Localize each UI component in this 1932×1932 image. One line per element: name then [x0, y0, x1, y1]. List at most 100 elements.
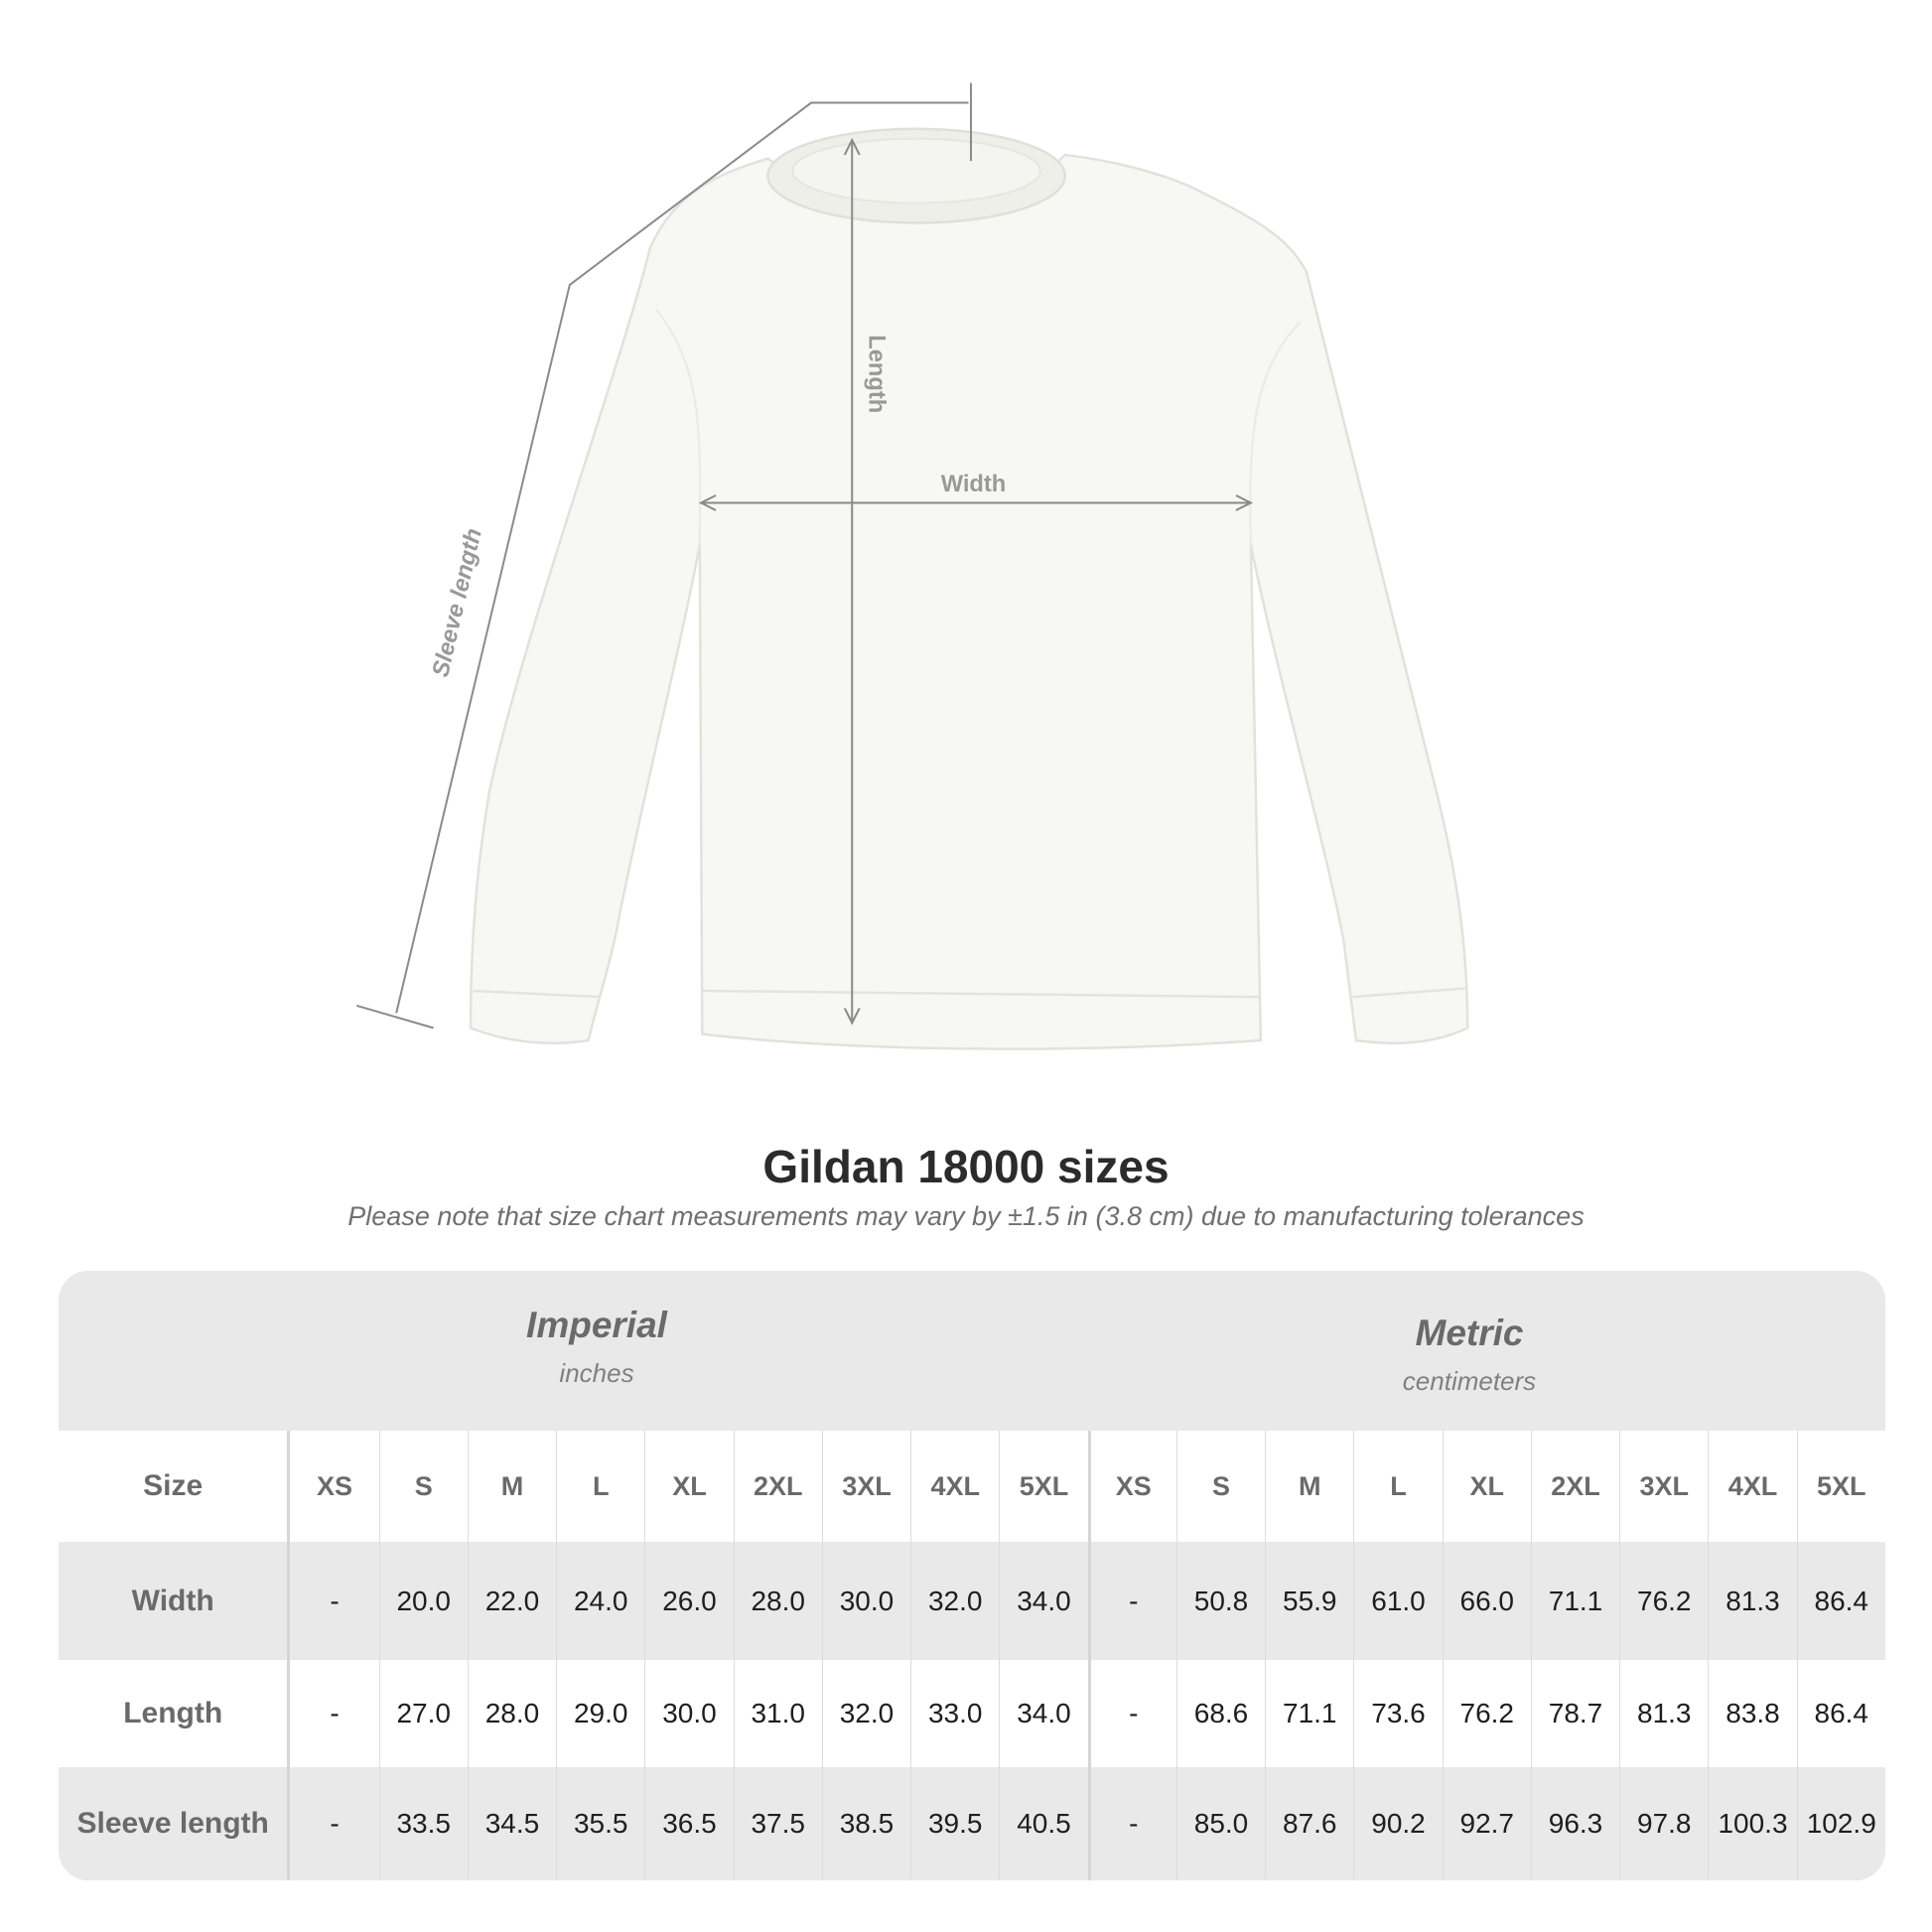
imperial-unit: inches [559, 1358, 634, 1388]
imperial-value: 34.5 [467, 1767, 556, 1880]
imperial-value: 30.0 [821, 1542, 910, 1660]
metric-value: 92.7 [1442, 1767, 1531, 1880]
metric-size-header: XL [1442, 1431, 1531, 1542]
imperial-value: 28.0 [467, 1660, 556, 1767]
size-table: Imperial inches Metric centimeters Size X… [59, 1271, 1885, 1880]
imperial-value: 31.0 [733, 1660, 822, 1767]
sleeve-tick-bottom [355, 1004, 434, 1030]
imperial-size-header: 5XL [999, 1431, 1087, 1542]
imperial-value: 30.0 [644, 1660, 733, 1767]
size-header-row: Size XS S M L XL 2XL 3XL 4XL 5XL XS S M L XL 2XL 3XL 4XL 5… [59, 1431, 1885, 1542]
imperial-value: 40.5 [999, 1767, 1087, 1880]
imperial-value: - [330, 1585, 340, 1616]
metric-size-header: 5XL [1796, 1431, 1885, 1542]
row-label: Width [59, 1542, 291, 1660]
imperial-header: Imperial inches [299, 1305, 895, 1389]
metric-value: - [1087, 1542, 1176, 1660]
metric-label: Metric [1415, 1312, 1524, 1353]
metric-value: 83.8 [1708, 1660, 1796, 1767]
imperial-value: 22.0 [467, 1542, 556, 1660]
metric-value: 76.2 [1442, 1660, 1531, 1767]
imperial-value: 33.5 [378, 1767, 468, 1880]
metric-value: 73.6 [1353, 1660, 1442, 1767]
imperial-value: 28.0 [733, 1542, 822, 1660]
length-arrow-bottom [843, 1007, 861, 1026]
metric-value: 61.0 [1353, 1542, 1442, 1660]
imperial-value: 37.5 [733, 1767, 822, 1880]
width-arrow-left [698, 494, 717, 511]
imperial-size-header: XL [644, 1431, 733, 1542]
metric-size-header: S [1175, 1431, 1265, 1542]
metric-value: - [1087, 1660, 1176, 1767]
metric-value: 86.4 [1796, 1542, 1885, 1660]
imperial-size-header: 4XL [910, 1431, 999, 1542]
sleeve-length-label: Sleeve length [428, 526, 487, 680]
metric-value: 85.0 [1175, 1767, 1265, 1880]
imperial-value: 24.0 [556, 1542, 644, 1660]
metric-value: 71.1 [1265, 1660, 1353, 1767]
imperial-value: 20.0 [378, 1542, 468, 1660]
imperial-value: 27.0 [378, 1660, 468, 1767]
metric-value: 90.2 [1353, 1767, 1442, 1880]
table-row: Length -27.0 28.0 29.0 30.0 31.0 32.0 33.0 34.0-… [59, 1660, 1885, 1767]
page-title: Gildan 18000 sizes [762, 1141, 1170, 1192]
imperial-value: 35.5 [556, 1767, 644, 1880]
metric-size-header: 4XL [1708, 1431, 1796, 1542]
metric-value: 87.6 [1265, 1767, 1353, 1880]
imperial-value: 26.0 [644, 1542, 733, 1660]
imperial-value: 32.0 [821, 1660, 910, 1767]
width-label: Width [941, 472, 1007, 497]
metric-value: 81.3 [1708, 1542, 1796, 1660]
metric-value: 102.9 [1796, 1767, 1885, 1880]
metric-size-header: L [1353, 1431, 1442, 1542]
row-label: Length [59, 1660, 291, 1767]
imperial-value: 38.5 [821, 1767, 910, 1880]
width-arrow-right [1235, 494, 1254, 511]
imperial-value: 34.0 [999, 1660, 1087, 1767]
imperial-value: 39.5 [910, 1767, 999, 1880]
metric-value: 71.1 [1530, 1542, 1619, 1660]
metric-value: 76.2 [1619, 1542, 1708, 1660]
imperial-value: 29.0 [556, 1660, 644, 1767]
length-label: Length [864, 335, 890, 413]
metric-value: - [1087, 1767, 1176, 1880]
metric-value: 100.3 [1708, 1767, 1796, 1880]
table-row: Sleeve length - 33.5 34.5 35.5 36.5 37.5 38.5 39… [59, 1767, 1885, 1880]
imperial-size-header: 3XL [821, 1431, 910, 1542]
metric-size-header: M [1265, 1431, 1353, 1542]
imperial-value: 34.0 [999, 1542, 1087, 1660]
imperial-value: 32.0 [910, 1542, 999, 1660]
metric-header: Metric centimeters [1172, 1312, 1767, 1397]
imperial-value: - [330, 1808, 340, 1839]
metric-value: 97.8 [1619, 1767, 1708, 1880]
imperial-size-header: S [378, 1431, 468, 1542]
metric-value: 78.7 [1530, 1660, 1619, 1767]
metric-size-header: 2XL [1530, 1431, 1619, 1542]
metric-value: 50.8 [1175, 1542, 1265, 1660]
imperial-size-header: XS [316, 1470, 352, 1501]
table-row: Width -20.0 22.0 24.0 26.0 28.0 30.0 32.0 34.0-5… [59, 1542, 1885, 1660]
metric-value: 68.6 [1175, 1660, 1265, 1767]
metric-value: 86.4 [1796, 1660, 1885, 1767]
imperial-value: 36.5 [644, 1767, 733, 1880]
metric-size-header: 3XL [1619, 1431, 1708, 1542]
metric-size-header: XS [1087, 1431, 1176, 1542]
sweatshirt-image [469, 127, 1469, 1050]
imperial-value: - [330, 1698, 340, 1728]
metric-value: 81.3 [1619, 1660, 1708, 1767]
row-label: Sleeve length [59, 1767, 291, 1880]
imperial-size-header: 2XL [733, 1431, 822, 1542]
tolerance-note: Please note that size chart measurements… [347, 1201, 1585, 1231]
metric-value: 66.0 [1442, 1542, 1531, 1660]
measurement-lines [355, 82, 1254, 1030]
imperial-size-header: M [467, 1431, 556, 1542]
metric-value: 96.3 [1530, 1767, 1619, 1880]
metric-unit: centimeters [1402, 1366, 1537, 1396]
metric-value: 55.9 [1265, 1542, 1353, 1660]
size-label: Size [59, 1431, 291, 1542]
sleeve-length-line [395, 101, 969, 1014]
imperial-value: 33.0 [910, 1660, 999, 1767]
imperial-label: Imperial [526, 1305, 667, 1345]
length-arrow-top [843, 137, 861, 156]
